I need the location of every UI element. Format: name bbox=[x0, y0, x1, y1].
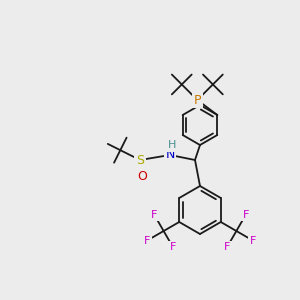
Text: F: F bbox=[243, 209, 249, 220]
Text: H: H bbox=[168, 140, 176, 150]
Text: F: F bbox=[151, 209, 157, 220]
Text: P: P bbox=[194, 94, 201, 106]
Text: F: F bbox=[224, 242, 230, 253]
Text: F: F bbox=[170, 242, 176, 253]
Text: F: F bbox=[144, 236, 150, 245]
Text: F: F bbox=[250, 236, 256, 245]
Text: N: N bbox=[165, 148, 175, 161]
Text: S: S bbox=[136, 154, 144, 166]
Text: O: O bbox=[137, 169, 147, 182]
